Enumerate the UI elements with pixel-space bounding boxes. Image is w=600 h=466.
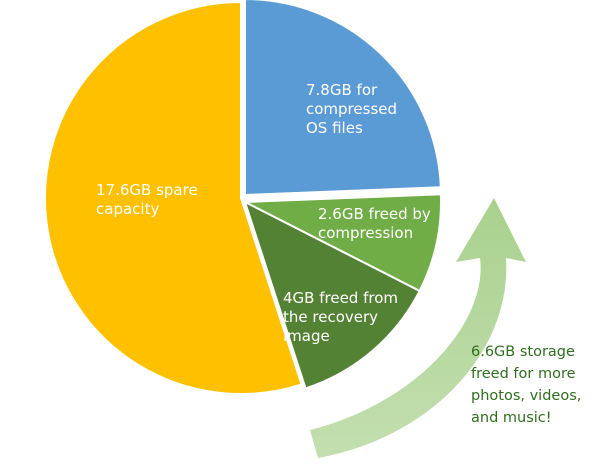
slice-label-line: capacity [96, 200, 159, 218]
pie-slice-1 [241, 193, 442, 293]
slice-label-line: the recovery [283, 308, 378, 326]
slice-label-line: compression [318, 224, 413, 242]
callout-line: freed for more [471, 366, 576, 382]
slice-label-1: 2.6GB freed by compression [318, 205, 431, 242]
slice-label-line: OS files [306, 119, 363, 137]
slice-label-line: 4GB freed from [283, 289, 398, 307]
growth-arrow-icon [310, 198, 526, 458]
callout-line: photos, videos, [471, 388, 581, 404]
slice-label-line: 17.6GB spare [96, 181, 198, 199]
slice-labels: 7.8GB for compressed OS files 2.6GB freed b… [96, 81, 431, 345]
callout-line: and music! [471, 410, 552, 426]
slice-label-2: 4GB freed from the recovery image [283, 289, 398, 345]
pie-slice-0 [244, 0, 442, 197]
pie-slices [44, 0, 442, 395]
callout-line: 6.6GB storage [471, 344, 575, 360]
slice-label-line: image [283, 327, 330, 345]
slice-label-3: 17.6GB spare capacity [96, 181, 198, 218]
pie-slice-3 [44, 0, 303, 395]
slice-label-line: 2.6GB freed by [318, 205, 431, 223]
slice-label-line: compressed [306, 100, 397, 118]
slice-label-0: 7.8GB for compressed OS files [306, 81, 397, 137]
pie-slice-2 [243, 200, 421, 390]
slice-label-line: 7.8GB for [306, 81, 378, 99]
callout-text: 6.6GB storage freed for more photos, video… [471, 344, 581, 426]
